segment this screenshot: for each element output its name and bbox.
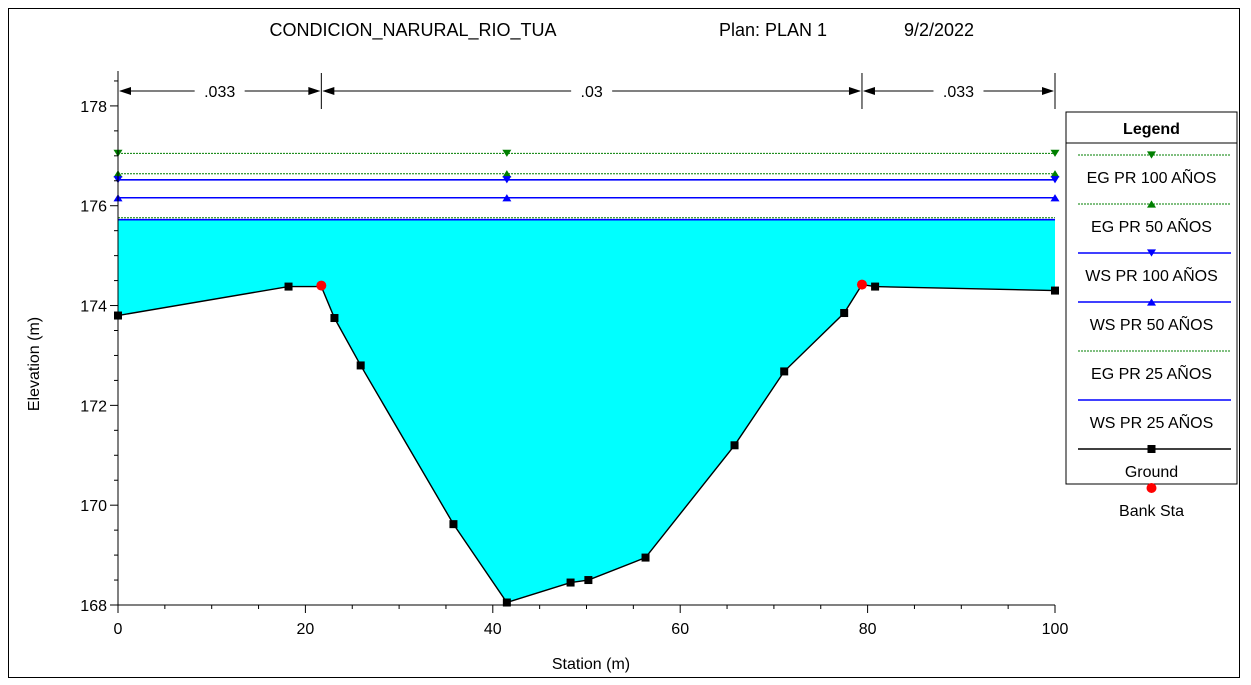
manning-arrowhead	[848, 87, 861, 95]
y-tick-label: 176	[80, 199, 107, 216]
title-plan: Plan: PLAN 1	[719, 20, 827, 40]
manning-n-label: .033	[204, 84, 235, 101]
bank-station-point	[856, 279, 867, 290]
legend-entry: EG PR 50 AÑOS	[1091, 216, 1212, 236]
ground-line	[117, 283, 1056, 604]
manning-n-label: .033	[943, 84, 974, 101]
legend-entry: EG PR 100 AÑOS	[1087, 167, 1217, 187]
x-tick-label: 80	[859, 621, 877, 638]
y-tick-label: 174	[80, 299, 107, 316]
x-tick-label: 20	[297, 621, 315, 638]
manning-n-label: .03	[581, 84, 603, 101]
level-marker-3-1	[502, 194, 512, 202]
level-marker-2-2	[1050, 176, 1060, 184]
level-marker-0-1	[502, 149, 512, 157]
legend-entry: WS PR 25 AÑOS	[1090, 412, 1214, 432]
ground-point	[502, 598, 511, 607]
level-marker-0-2	[1050, 149, 1060, 157]
legend-swatch-marker	[1146, 483, 1157, 493]
plot-area: 0 20 40 60 80 100 168 170 172 174 176 178 .033 .03 .03…	[80, 71, 1068, 638]
ground-point	[641, 553, 650, 562]
level-marker-1-1	[502, 170, 512, 178]
level-marker-2-1	[502, 176, 512, 184]
ground-point	[780, 367, 789, 376]
water-fill	[118, 219, 1055, 603]
manning-arrowhead	[322, 87, 335, 95]
y-tick-label: 170	[80, 498, 107, 515]
ground-point	[1051, 286, 1059, 295]
manning-arrowhead	[308, 87, 321, 95]
legend-swatch-marker	[1147, 298, 1156, 306]
cross-section-chart: CONDICION_NARURAL_RIO_TUA Plan: PLAN 1 9…	[26, 20, 1238, 673]
y-tick-label: 178	[80, 99, 107, 116]
ground-point	[840, 309, 849, 318]
ground-point	[284, 282, 293, 291]
legend: Legend EG PR 100 AÑOS EG PR 50 AÑOS WS PR 1…	[1065, 111, 1238, 520]
legend-entry: WS PR 100 AÑOS	[1085, 265, 1218, 285]
legend-title: Legend	[1123, 121, 1180, 138]
ground-point	[449, 520, 458, 529]
manning-arrowhead	[862, 87, 875, 95]
ground-point	[584, 576, 593, 585]
y-axis-label: Elevation (m)	[26, 317, 43, 411]
x-tick-label: 100	[1042, 621, 1069, 638]
level-marker-3-2	[1050, 194, 1060, 202]
x-tick-label: 60	[671, 621, 689, 638]
y-tick-label: 168	[80, 598, 107, 615]
ground-point	[871, 282, 880, 291]
legend-swatch-marker	[1147, 249, 1156, 257]
x-axis-label: Station (m)	[552, 656, 630, 673]
ground-point	[566, 578, 575, 587]
title-date: 9/2/2022	[904, 20, 974, 40]
legend-swatch-marker	[1147, 151, 1156, 159]
manning-arrowhead	[119, 87, 131, 95]
title-project: CONDICION_NARURAL_RIO_TUA	[269, 20, 556, 41]
manning-arrowhead	[1042, 87, 1054, 95]
legend-entry: Ground	[1125, 464, 1178, 481]
legend-swatch-marker	[1147, 200, 1156, 208]
legend-swatch-marker	[1147, 445, 1156, 453]
legend-entry: Bank Sta	[1119, 503, 1184, 520]
y-tick-label: 172	[80, 398, 107, 415]
legend-entry: WS PR 50 AÑOS	[1090, 314, 1214, 334]
chart-title: CONDICION_NARURAL_RIO_TUA Plan: PLAN 1 9…	[269, 20, 974, 41]
legend-box	[1065, 111, 1238, 485]
ground-point	[730, 441, 739, 450]
ground-point	[356, 361, 365, 370]
x-tick-label: 40	[484, 621, 502, 638]
ground-point	[330, 314, 339, 323]
level-marker-1-2	[1050, 170, 1060, 178]
legend-entry: EG PR 25 AÑOS	[1091, 363, 1212, 383]
x-tick-label: 0	[114, 621, 123, 638]
bank-station-point	[316, 280, 327, 291]
chart-frame: CONDICION_NARURAL_RIO_TUA Plan: PLAN 1 9…	[8, 8, 1240, 678]
